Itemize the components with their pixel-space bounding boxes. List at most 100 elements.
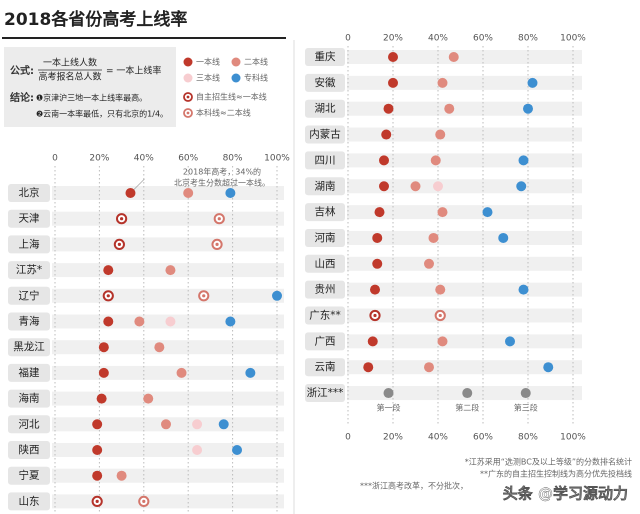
x-tick-label: 20%	[383, 433, 403, 443]
category-label: 广东**	[309, 309, 341, 322]
row-band	[347, 360, 582, 375]
x-tick-label: 60%	[473, 433, 493, 443]
row-band	[347, 230, 582, 245]
footnote: *江苏采用“选测BC及以上等级”的分数排名统计	[465, 457, 632, 467]
ring-center	[95, 499, 99, 503]
dot-marker	[430, 155, 441, 166]
category-label: 山西	[315, 258, 336, 270]
dot-marker	[245, 367, 256, 378]
category-box	[8, 209, 50, 228]
category-box	[8, 184, 50, 202]
category-box	[8, 363, 50, 382]
dot-marker	[379, 181, 389, 192]
dot-marker	[437, 207, 448, 218]
dot-marker	[372, 232, 383, 243]
dot-marker	[370, 284, 380, 295]
segment-dot	[383, 388, 394, 399]
category-label: 天津	[19, 213, 40, 225]
ring-center	[117, 242, 121, 246]
category-label: 山东	[19, 494, 40, 507]
category-box	[305, 125, 345, 144]
dot-marker	[428, 232, 439, 243]
x-tick-label: 0	[345, 433, 351, 443]
dot-marker	[272, 290, 282, 301]
legend-dot	[231, 73, 241, 83]
category-box	[305, 332, 345, 351]
dot-marker	[92, 419, 103, 430]
category-box	[8, 286, 50, 305]
annotation: 北京考生分数超过一本线。	[174, 178, 270, 188]
dot-marker	[505, 336, 515, 347]
dot-marker	[424, 362, 434, 373]
dot-marker	[134, 316, 145, 327]
dot-marker	[98, 342, 109, 353]
segment-label: 第二段	[455, 403, 479, 413]
footnote: ***浙江高考改革，不分批次，	[360, 481, 468, 491]
legend-dot	[183, 73, 193, 83]
category-label: 海南	[19, 392, 40, 405]
category-box	[305, 203, 345, 222]
row-band	[52, 340, 284, 355]
category-box	[305, 306, 345, 325]
row-band	[52, 443, 284, 457]
category-label: 青海	[19, 315, 40, 328]
row-band	[347, 308, 582, 323]
dot-marker	[448, 52, 459, 62]
category-box	[305, 280, 345, 299]
row-band	[347, 50, 582, 64]
dot-marker	[165, 265, 176, 276]
category-box	[8, 441, 50, 459]
legend-label: 本科线≈二本线	[196, 108, 251, 118]
watermark: 头条 @学习源动力	[503, 485, 628, 503]
x-tick-label: 40%	[428, 34, 448, 44]
dot-marker	[116, 470, 127, 481]
category-label: 四川	[315, 154, 336, 166]
category-box	[8, 389, 50, 408]
dot-marker	[154, 342, 165, 353]
row-band	[347, 282, 582, 297]
row-band	[347, 75, 582, 90]
category-label: 陕西	[19, 443, 40, 456]
category-label: 湖北	[315, 103, 336, 115]
category-label: 宁夏	[19, 469, 40, 482]
row-band	[52, 391, 284, 406]
dot-marker	[523, 103, 533, 114]
row-band	[347, 256, 582, 271]
legend-dot	[231, 57, 241, 67]
x-tick-label: 20%	[89, 154, 109, 164]
x-tick-label: 40%	[134, 154, 154, 164]
formula-label: 公式:	[10, 64, 34, 77]
x-tick-label: 100%	[560, 433, 586, 443]
segment-label: 第三段	[514, 403, 538, 413]
ring-center	[106, 294, 110, 298]
category-label: 贵州	[315, 283, 336, 296]
dot-marker	[218, 419, 229, 430]
category-label: 安徽	[315, 76, 336, 89]
dot-marker	[367, 336, 378, 347]
row-band	[52, 494, 284, 509]
formula-result: = 一本上线率	[106, 65, 161, 77]
conclusion-item: ❷云南一本率最低，只有北京的1/4。	[36, 109, 168, 119]
dot-marker	[498, 232, 509, 243]
dot-marker	[444, 103, 455, 114]
dot-marker	[92, 445, 103, 455]
category-label: 江苏*	[16, 263, 42, 276]
dot-marker	[424, 258, 434, 269]
dot-marker	[437, 77, 448, 88]
row-band	[52, 365, 284, 380]
legend-label: 自主招生线≈一本线	[196, 92, 267, 102]
category-box	[8, 261, 50, 280]
category-box	[8, 466, 50, 485]
category-box	[8, 415, 50, 434]
dot-marker	[96, 393, 107, 404]
ring-center	[217, 217, 221, 221]
row-band	[347, 205, 582, 220]
dot-marker	[192, 445, 203, 455]
legend-dot	[183, 57, 193, 67]
x-tick-label: 20%	[383, 34, 403, 44]
category-label: 黑龙江	[13, 340, 45, 353]
x-tick-label: 0	[345, 34, 351, 44]
category-box	[305, 151, 345, 170]
dot-marker	[103, 316, 114, 327]
category-label: 云南	[315, 360, 336, 373]
